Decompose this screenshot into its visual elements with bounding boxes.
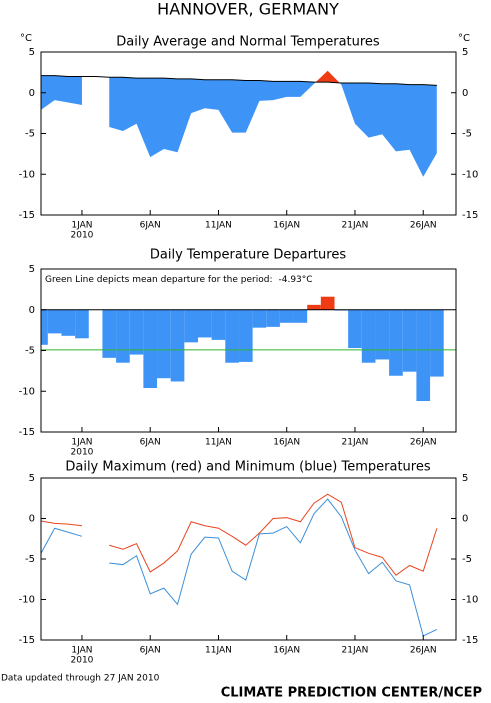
x-tick-label: 6JAN bbox=[140, 646, 161, 656]
bar bbox=[184, 309, 198, 343]
y-unit-label: °C bbox=[20, 33, 32, 44]
y-tick-label: 5 bbox=[29, 473, 35, 484]
y-tick-label: 0 bbox=[29, 514, 35, 525]
y-tick-label: 0 bbox=[29, 88, 35, 99]
series-line bbox=[41, 493, 438, 576]
annotation: Green Line depicts mean departure for th… bbox=[45, 275, 313, 285]
y-tick-label: -15 bbox=[462, 210, 478, 221]
y-tick-label: 5 bbox=[462, 47, 468, 58]
bar bbox=[320, 296, 335, 310]
x-tick-label: 16JAN bbox=[273, 646, 300, 656]
bar bbox=[266, 309, 280, 327]
annotation-text: Green Line depicts mean departure for th… bbox=[45, 275, 273, 285]
x-year-label: 2010 bbox=[71, 448, 94, 458]
bar bbox=[47, 309, 62, 334]
y-tick-label: -5 bbox=[462, 129, 472, 140]
credit: CLIMATE PREDICTION CENTER/NCEP bbox=[221, 686, 482, 701]
x-tick-label: 11JAN bbox=[205, 221, 232, 231]
bar bbox=[416, 309, 431, 402]
y-tick-label: -5 bbox=[462, 554, 472, 565]
y-tick-label: 0 bbox=[462, 514, 468, 525]
y-tick-label: -15 bbox=[19, 635, 35, 646]
panel-title: Daily Maximum (red) and Minimum (blue) T… bbox=[65, 460, 430, 475]
x-tick-label: 1JAN bbox=[71, 438, 92, 448]
bar bbox=[157, 309, 171, 379]
y-tick-label: -5 bbox=[25, 346, 35, 357]
y-tick-label: -10 bbox=[462, 595, 478, 606]
y-tick-label: -5 bbox=[25, 554, 35, 565]
x-tick-label: 1JAN bbox=[71, 221, 92, 231]
bar bbox=[375, 309, 390, 360]
bar bbox=[75, 309, 89, 339]
y-tick-label: -10 bbox=[19, 386, 35, 397]
y-tick-label: 0 bbox=[29, 305, 35, 316]
series-line bbox=[41, 498, 438, 637]
bar bbox=[129, 309, 144, 355]
bar bbox=[238, 309, 253, 362]
bar bbox=[307, 304, 321, 310]
bar bbox=[41, 309, 48, 345]
bar bbox=[143, 309, 158, 388]
bar bbox=[293, 309, 308, 323]
y-tick-label: 0 bbox=[462, 88, 468, 99]
bar bbox=[252, 309, 267, 328]
bar bbox=[348, 309, 362, 349]
y-tick-label: -15 bbox=[462, 635, 478, 646]
y-tick-label: -15 bbox=[19, 210, 35, 221]
x-tick-label: 26JAN bbox=[410, 221, 437, 231]
y-tick-label: 5 bbox=[29, 47, 35, 58]
y-tick-label: -15 bbox=[19, 427, 35, 438]
bar bbox=[430, 309, 444, 377]
y-tick-label: 5 bbox=[29, 264, 35, 275]
bar bbox=[197, 309, 212, 338]
mean-label: -4.93°C bbox=[279, 275, 313, 285]
y-unit-label: °C bbox=[458, 33, 470, 44]
plot-area bbox=[41, 70, 437, 177]
bar bbox=[211, 309, 226, 340]
bar bbox=[361, 309, 376, 363]
x-year-label: 2010 bbox=[71, 656, 94, 666]
x-tick-label: 11JAN bbox=[205, 438, 232, 448]
area-below-normal bbox=[41, 75, 82, 110]
plot-area bbox=[41, 493, 438, 637]
y-tick-label: -5 bbox=[25, 129, 35, 140]
bar bbox=[225, 309, 239, 363]
x-tick-label: 6JAN bbox=[140, 221, 161, 231]
bar bbox=[389, 309, 403, 376]
page-title: HANNOVER, GERMANY bbox=[157, 0, 339, 19]
y-tick-label: 5 bbox=[462, 473, 468, 484]
x-tick-label: 21JAN bbox=[342, 221, 369, 231]
normal-line bbox=[41, 75, 437, 86]
area-below-normal bbox=[109, 75, 437, 177]
x-tick-label: 26JAN bbox=[410, 438, 437, 448]
x-tick-label: 21JAN bbox=[342, 646, 369, 656]
bar bbox=[279, 309, 294, 323]
x-tick-label: 21JAN bbox=[342, 438, 369, 448]
y-tick-label: -10 bbox=[462, 169, 478, 180]
bar bbox=[402, 309, 417, 372]
x-tick-label: 1JAN bbox=[71, 646, 92, 656]
panel-title: Daily Temperature Departures bbox=[150, 248, 346, 263]
x-tick-label: 6JAN bbox=[140, 438, 161, 448]
bar bbox=[61, 309, 76, 336]
x-tick-label: 11JAN bbox=[205, 646, 232, 656]
footer: Data updated through 27 JAN 2010 bbox=[1, 674, 160, 684]
x-tick-label: 26JAN bbox=[410, 646, 437, 656]
x-tick-label: 16JAN bbox=[273, 438, 300, 448]
bar bbox=[170, 309, 185, 382]
panel-title: Daily Average and Normal Temperatures bbox=[116, 35, 380, 50]
x-year-label: 2010 bbox=[71, 231, 94, 241]
x-tick-label: 16JAN bbox=[273, 221, 300, 231]
y-tick-label: -10 bbox=[19, 169, 35, 180]
y-tick-label: -10 bbox=[19, 595, 35, 606]
bar bbox=[116, 309, 130, 363]
bar bbox=[102, 309, 117, 358]
